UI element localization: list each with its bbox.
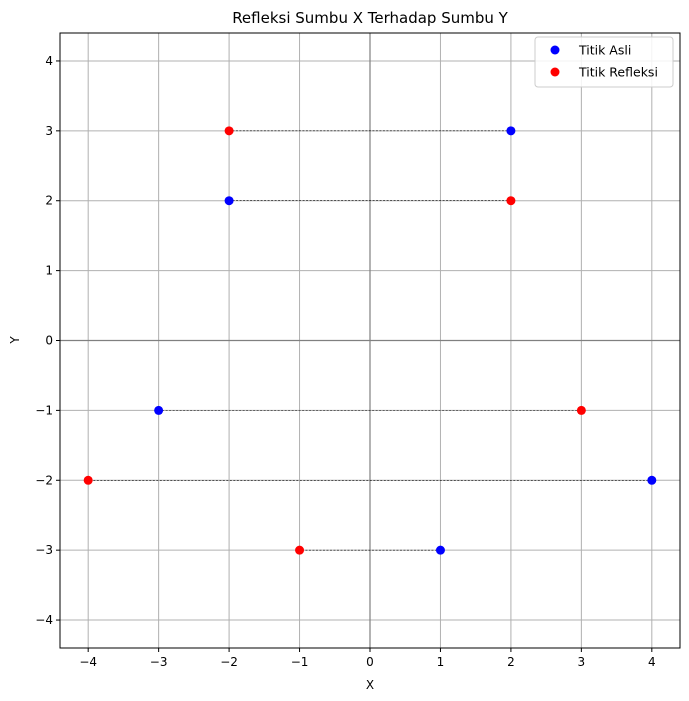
zero-axis-lines xyxy=(60,33,680,648)
original-point xyxy=(647,475,657,485)
reflection-connectors xyxy=(88,130,652,551)
y-tick-label: 0 xyxy=(45,334,53,348)
chart-title: Refleksi Sumbu X Terhadap Sumbu Y xyxy=(232,9,508,27)
original-point xyxy=(435,545,445,555)
legend-box xyxy=(534,36,674,88)
x-tick-label: −3 xyxy=(150,655,168,669)
data-points xyxy=(83,126,657,555)
reflected-point xyxy=(224,126,234,136)
x-tick-label: 3 xyxy=(578,655,586,669)
y-tick-label: 3 xyxy=(45,124,53,138)
x-tick-label: 1 xyxy=(437,655,445,669)
x-tick-label: 2 xyxy=(507,655,515,669)
x-tick-label: 0 xyxy=(366,655,374,669)
reflected-point xyxy=(83,475,93,485)
y-tick-label: −3 xyxy=(35,543,53,557)
original-point xyxy=(506,126,516,136)
reflected-point xyxy=(576,405,586,415)
y-tick-label: −1 xyxy=(35,403,53,417)
y-axis-label: Y xyxy=(8,336,22,345)
x-tick-label: 4 xyxy=(648,655,656,669)
legend-label: Titik Refleksi xyxy=(578,65,658,80)
original-point xyxy=(154,405,164,415)
y-tick-label: 1 xyxy=(45,264,53,278)
x-axis-label: X xyxy=(366,678,374,692)
y-tick-label: 2 xyxy=(45,194,53,208)
original-point xyxy=(224,196,234,206)
y-tick-label: 4 xyxy=(45,54,53,68)
y-tick-label: −2 xyxy=(35,473,53,487)
x-tick-label: −4 xyxy=(79,655,97,669)
reflected-point xyxy=(295,545,305,555)
legend-label: Titik Asli xyxy=(578,43,631,58)
axis-ticks: −4 −3 −2 −1 0 1 2 3 4 −4 −3 −2 −1 0 1 2 3 4 xyxy=(35,54,655,669)
legend-marker xyxy=(550,67,560,77)
y-tick-label: −4 xyxy=(35,613,53,627)
legend: Titik Asli Titik Refleksi xyxy=(534,36,674,88)
reflected-point xyxy=(506,196,516,206)
x-tick-label: −1 xyxy=(291,655,309,669)
legend-marker xyxy=(550,45,560,55)
x-tick-label: −2 xyxy=(220,655,238,669)
